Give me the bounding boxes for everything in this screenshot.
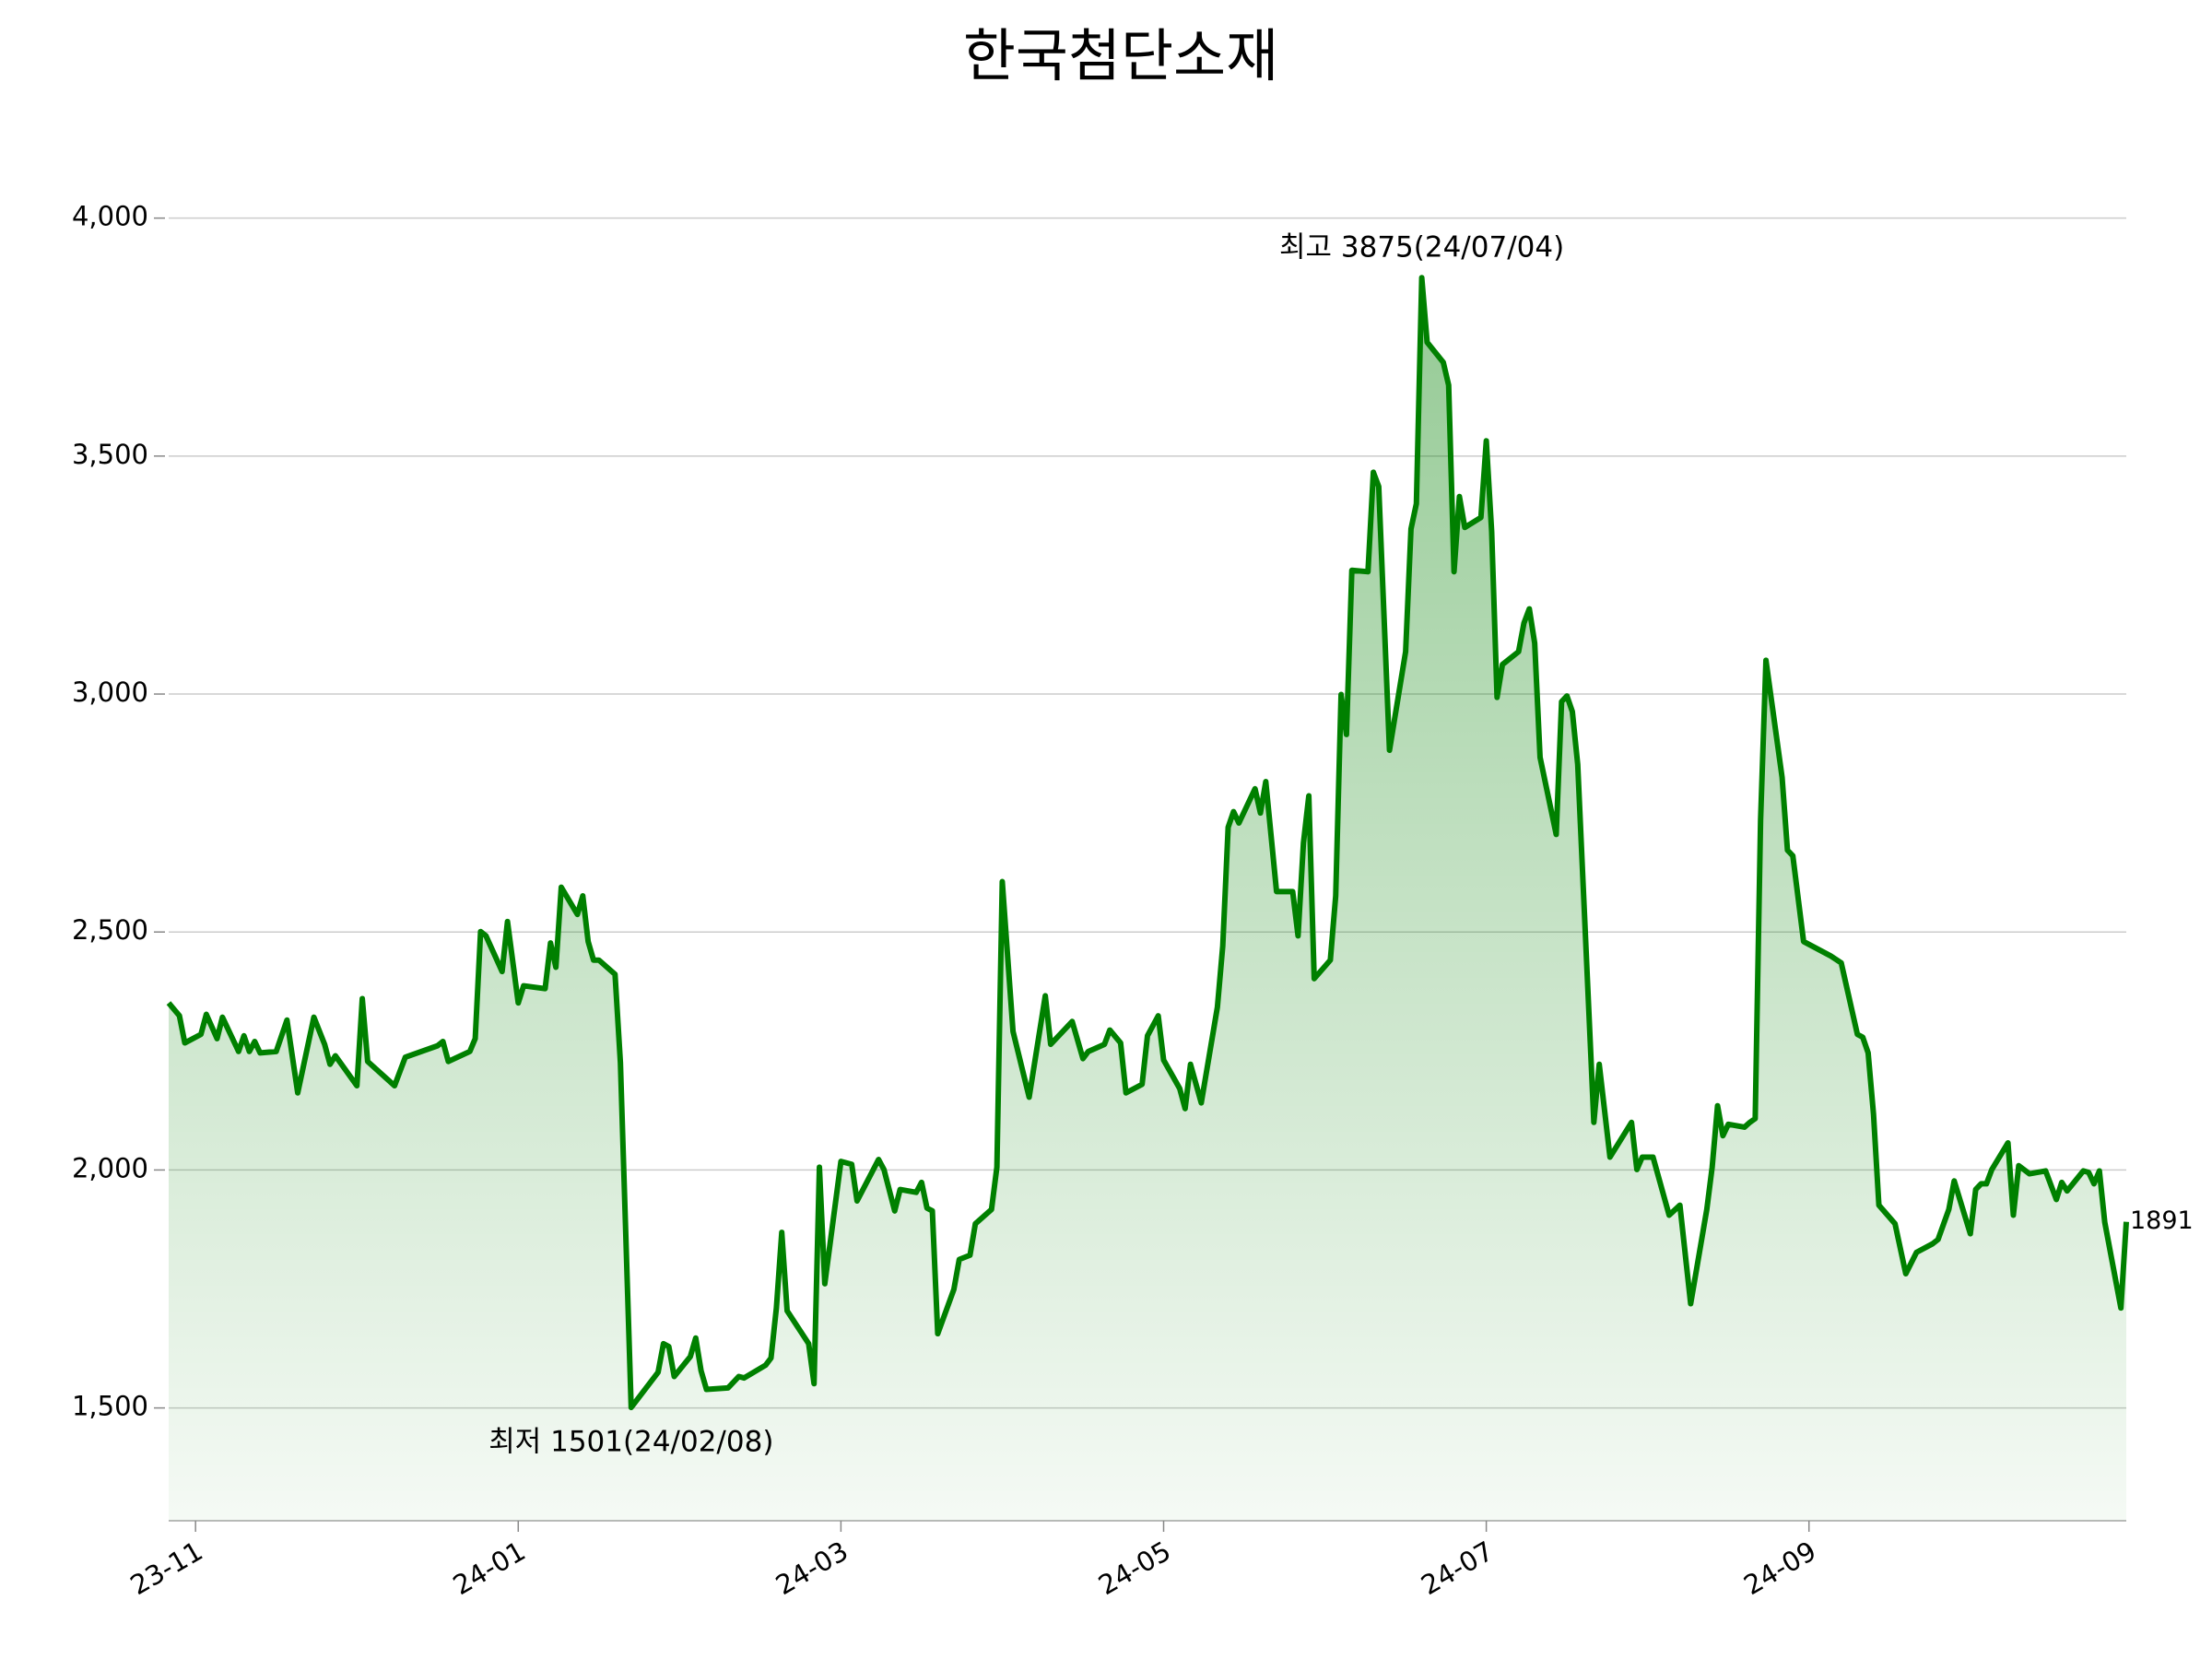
- x-tick-label: 24-05: [1093, 1535, 1176, 1602]
- y-tick-label: 3,000: [72, 677, 148, 708]
- y-tick-label: 2,500: [72, 914, 148, 946]
- area: [169, 277, 2126, 1522]
- min-annotation: 최저 1501(24/02/08): [488, 1426, 773, 1459]
- y-tick-label: 1,500: [72, 1391, 148, 1422]
- x-tick-label: 24-01: [448, 1535, 531, 1602]
- chart-title: 한국첨단소재: [963, 22, 1278, 89]
- x-tick-label: 24-09: [1738, 1535, 1821, 1602]
- x-tick-label: 24-03: [771, 1535, 853, 1602]
- y-tick-label: 4,000: [72, 201, 148, 232]
- x-tick-label: 23-11: [125, 1535, 208, 1602]
- last-value-label: 1891: [2130, 1206, 2194, 1235]
- y-tick-label: 3,500: [72, 439, 148, 470]
- price-line: [166, 275, 2129, 1411]
- y-tick-label: 2,000: [72, 1152, 148, 1183]
- max-annotation: 최고 3875(24/07/04): [1279, 231, 1564, 265]
- x-tick-label: 24-07: [1416, 1535, 1499, 1602]
